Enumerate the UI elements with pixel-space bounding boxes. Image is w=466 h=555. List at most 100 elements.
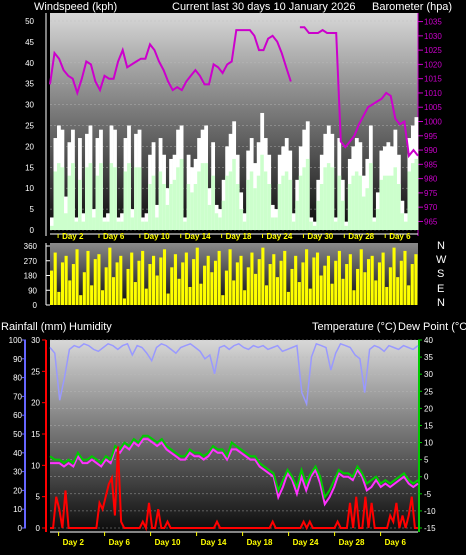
barometer-y-tick-label: 975 xyxy=(424,189,438,198)
wind-bar xyxy=(179,158,184,230)
wind-y-tick-label: 25 xyxy=(25,122,34,131)
wind-x-tick-label: Day 18 xyxy=(226,232,252,241)
barometer-y-tick-label: 1010 xyxy=(424,89,442,98)
compass-e: E xyxy=(437,283,444,295)
direction-bar xyxy=(152,255,156,305)
wind-x-tick-label: Day 28 xyxy=(348,232,374,241)
direction-bar xyxy=(184,252,188,305)
dewpoint-axis-title: Dew Point (°C) xyxy=(398,321,466,333)
wind-bar xyxy=(200,163,205,230)
direction-bar xyxy=(155,275,159,305)
direction-bar xyxy=(166,293,170,305)
temperature-y-tick-label: -15 xyxy=(424,524,436,533)
wind-bar xyxy=(253,188,258,230)
direction-bar xyxy=(93,259,97,305)
direction-bar xyxy=(203,265,207,305)
temperature-y-tick-label: -5 xyxy=(424,490,432,499)
wind-bar xyxy=(113,167,117,230)
humidity-y-tick-label: 80 xyxy=(13,374,22,383)
direction-bar xyxy=(352,290,356,305)
wind-bar xyxy=(50,225,54,230)
wind-bar xyxy=(281,175,286,230)
wind-x-tick-label: Day 6 xyxy=(103,232,125,241)
direction-bar xyxy=(141,250,145,305)
direction-bar xyxy=(326,255,331,305)
wind-bar xyxy=(351,175,356,230)
wind-bar xyxy=(204,163,209,230)
wind-bar xyxy=(78,179,82,230)
direction-bar xyxy=(414,254,418,305)
direction-bar xyxy=(170,267,174,305)
direction-bar xyxy=(108,247,112,305)
humidity-line xyxy=(49,342,419,407)
wind-bar xyxy=(302,167,307,230)
direction-bar xyxy=(104,267,108,305)
direction-bar xyxy=(111,277,116,305)
weather-plot-area xyxy=(50,340,418,533)
wind-bar xyxy=(176,167,180,230)
wind-bar xyxy=(137,167,142,230)
wind-bar xyxy=(172,179,177,230)
direction-bar xyxy=(377,262,382,305)
direction-bar xyxy=(374,280,378,305)
wind-bar xyxy=(414,158,419,230)
wind-bar xyxy=(88,163,93,230)
wind-bar xyxy=(120,221,124,230)
weather-x-tick-label: Day 28 xyxy=(339,538,365,547)
wind-x-tick-label: Day 24 xyxy=(267,232,293,241)
barometer-y-tick-label: 1015 xyxy=(424,75,442,84)
direction-bar xyxy=(86,250,90,305)
wind-bar xyxy=(379,179,384,230)
direction-bar xyxy=(268,264,272,305)
wind-bar xyxy=(106,221,110,230)
direction-bar xyxy=(71,264,75,305)
temperature-y-tick-label: -10 xyxy=(424,507,436,516)
wind-bar xyxy=(288,179,293,230)
wind-bar xyxy=(71,163,75,230)
wind-bar xyxy=(284,171,289,230)
direction-bar xyxy=(235,262,239,305)
direction-bar xyxy=(250,252,254,305)
humidity-y-tick-label: 40 xyxy=(13,449,22,458)
rainfall-y-tick-label: 15 xyxy=(31,430,40,439)
direction-bar xyxy=(133,282,137,305)
direction-bar xyxy=(381,252,385,305)
wind-bar xyxy=(407,171,412,230)
wind-bar xyxy=(214,213,219,230)
wind-bar xyxy=(410,163,415,230)
humidity-y-tick-label: 60 xyxy=(13,411,22,420)
direction-bar xyxy=(90,285,94,305)
direction-bar xyxy=(243,290,247,305)
wind-bar xyxy=(127,163,131,230)
wind-y-tick-label: 10 xyxy=(25,184,34,193)
wind-bar xyxy=(218,217,223,230)
direction-bar xyxy=(159,257,163,305)
direction-bar xyxy=(144,288,148,305)
wind-bar xyxy=(291,221,296,230)
wind-bar xyxy=(190,192,194,230)
wind-bar xyxy=(260,154,265,230)
direction-bar xyxy=(50,270,54,305)
wind-bar xyxy=(298,175,303,230)
gust-bar xyxy=(50,217,54,230)
wind-bar xyxy=(183,221,187,230)
wind-bar xyxy=(221,200,226,230)
wind-bar xyxy=(158,171,163,230)
direction-bar xyxy=(57,291,61,305)
direction-bar xyxy=(290,268,294,305)
direction-bar xyxy=(97,254,101,305)
direction-y-tick-label: 90 xyxy=(28,286,37,295)
wind-bar xyxy=(148,184,152,230)
rainfall-y-tick-label: 0 xyxy=(36,524,41,533)
wind-x-tick-label: Day 2 xyxy=(62,232,84,241)
wind-bar xyxy=(312,225,317,230)
temperature-line xyxy=(49,434,419,500)
barometer-y-tick-label: 990 xyxy=(424,146,438,155)
wind-x-tick-label: Day 6 xyxy=(389,232,411,241)
barometer-y-tick-label: 1000 xyxy=(424,118,442,127)
wind-y-tick-label: 0 xyxy=(30,226,35,235)
barometer-y-tick-label: 995 xyxy=(424,132,438,141)
wind-bar xyxy=(67,175,72,230)
direction-bar xyxy=(60,262,65,305)
wind-bar xyxy=(263,171,268,230)
